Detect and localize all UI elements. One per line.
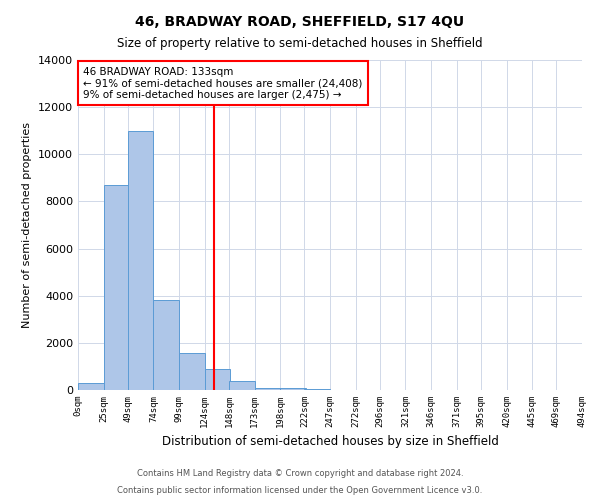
Bar — [78, 383, 104, 390]
Text: Contains HM Land Registry data © Crown copyright and database right 2024.: Contains HM Land Registry data © Crown c… — [137, 468, 463, 477]
Bar — [154, 300, 179, 390]
Bar — [205, 369, 230, 390]
Bar — [104, 185, 129, 390]
Bar — [179, 354, 205, 390]
X-axis label: Distribution of semi-detached houses by size in Sheffield: Distribution of semi-detached houses by … — [161, 436, 499, 448]
Y-axis label: Number of semi-detached properties: Number of semi-detached properties — [22, 122, 32, 328]
Bar — [128, 130, 154, 390]
Text: Contains public sector information licensed under the Open Government Licence v3: Contains public sector information licen… — [118, 486, 482, 495]
Bar — [229, 380, 254, 390]
Text: Size of property relative to semi-detached houses in Sheffield: Size of property relative to semi-detach… — [117, 38, 483, 51]
Text: 46 BRADWAY ROAD: 133sqm
← 91% of semi-detached houses are smaller (24,408)
9% of: 46 BRADWAY ROAD: 133sqm ← 91% of semi-de… — [83, 66, 362, 100]
Bar — [280, 388, 305, 390]
Bar — [254, 388, 280, 390]
Bar — [304, 389, 330, 390]
Text: 46, BRADWAY ROAD, SHEFFIELD, S17 4QU: 46, BRADWAY ROAD, SHEFFIELD, S17 4QU — [136, 15, 464, 29]
